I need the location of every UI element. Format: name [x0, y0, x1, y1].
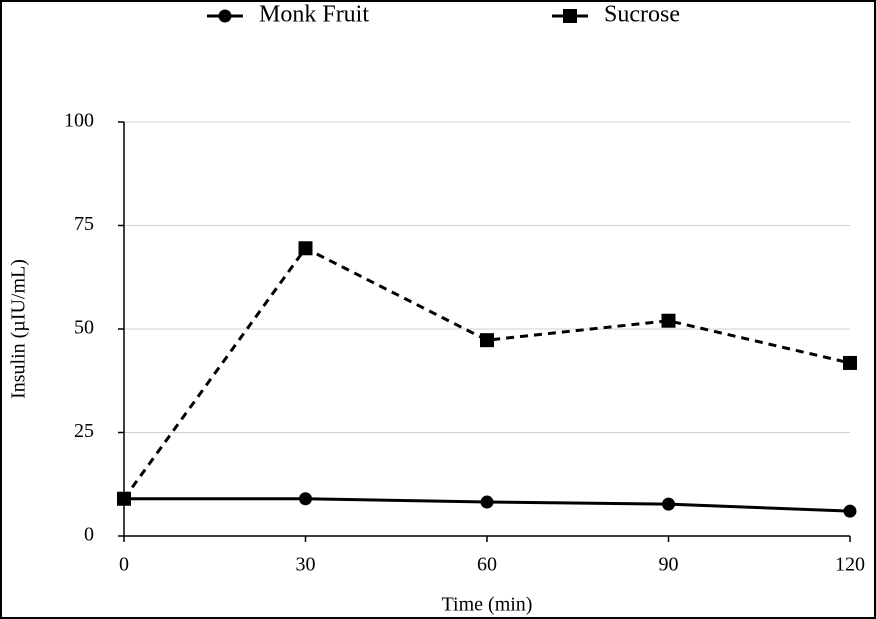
data-point [480, 495, 494, 509]
x-tick-label: 30 [296, 554, 316, 576]
x-tick-label: 90 [659, 554, 679, 576]
y-tick-label: 0 [84, 524, 94, 546]
y-tick-label: 25 [74, 420, 94, 442]
y-tick-label: 75 [74, 213, 94, 235]
x-tick-label: 120 [835, 554, 865, 576]
y-axis-title: Insulin (µIU/mL) [8, 259, 30, 399]
x-axis-title: Time (min) [442, 594, 533, 616]
y-tick-label: 100 [64, 110, 94, 132]
legend-label: Sucrose [604, 2, 680, 28]
data-point [299, 492, 312, 506]
data-point [480, 333, 494, 348]
y-tick-label: 50 [74, 317, 94, 339]
x-tick-label: 60 [477, 554, 497, 576]
legend-label: Monk Fruit [259, 2, 369, 28]
data-point [298, 241, 313, 256]
data-point [117, 491, 131, 506]
data-point [661, 313, 676, 328]
data-point [843, 504, 857, 518]
data-point [843, 355, 857, 370]
data-point [662, 497, 675, 511]
legend-marker [218, 9, 232, 23]
legend-marker [563, 9, 577, 23]
x-tick-label: 0 [119, 554, 129, 576]
series-line [122, 246, 851, 500]
